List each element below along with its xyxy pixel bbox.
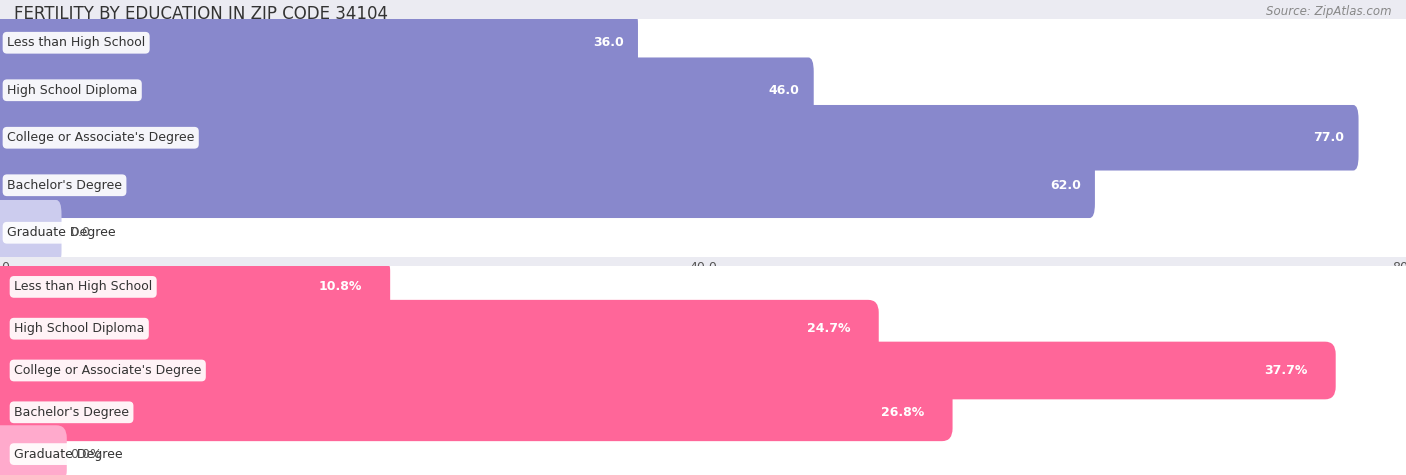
Text: Less than High School: Less than High School — [7, 36, 145, 49]
Text: 36.0: 36.0 — [593, 36, 624, 49]
FancyBboxPatch shape — [0, 300, 1406, 358]
FancyBboxPatch shape — [0, 300, 879, 358]
Text: College or Associate's Degree: College or Associate's Degree — [14, 364, 201, 377]
Text: 26.8%: 26.8% — [882, 406, 925, 419]
FancyBboxPatch shape — [0, 200, 1406, 266]
Text: Graduate Degree: Graduate Degree — [14, 447, 122, 461]
Text: Graduate Degree: Graduate Degree — [7, 226, 115, 239]
Text: 24.7%: 24.7% — [807, 322, 851, 335]
Text: College or Associate's Degree: College or Associate's Degree — [7, 131, 194, 144]
FancyBboxPatch shape — [0, 209, 1406, 256]
Text: 0.0%: 0.0% — [70, 447, 103, 461]
FancyBboxPatch shape — [0, 10, 638, 76]
Text: FERTILITY BY EDUCATION IN ZIP CODE 34104: FERTILITY BY EDUCATION IN ZIP CODE 34104 — [14, 5, 388, 23]
FancyBboxPatch shape — [0, 433, 1406, 475]
FancyBboxPatch shape — [0, 105, 1406, 171]
FancyBboxPatch shape — [0, 152, 1095, 218]
FancyBboxPatch shape — [0, 152, 1406, 218]
Text: Source: ZipAtlas.com: Source: ZipAtlas.com — [1267, 5, 1392, 18]
Text: High School Diploma: High School Diploma — [14, 322, 145, 335]
FancyBboxPatch shape — [0, 57, 814, 123]
Text: Bachelor's Degree: Bachelor's Degree — [14, 406, 129, 419]
FancyBboxPatch shape — [0, 114, 1406, 162]
FancyBboxPatch shape — [0, 162, 1406, 209]
FancyBboxPatch shape — [0, 266, 1406, 308]
FancyBboxPatch shape — [0, 10, 1406, 76]
FancyBboxPatch shape — [0, 19, 1406, 66]
Text: 10.8%: 10.8% — [319, 280, 363, 294]
FancyBboxPatch shape — [0, 57, 1406, 123]
FancyBboxPatch shape — [0, 383, 1406, 441]
Text: 0.0: 0.0 — [70, 226, 90, 239]
Text: Less than High School: Less than High School — [14, 280, 152, 294]
FancyBboxPatch shape — [0, 105, 1358, 171]
FancyBboxPatch shape — [0, 258, 389, 316]
FancyBboxPatch shape — [0, 308, 1406, 350]
FancyBboxPatch shape — [0, 391, 1406, 433]
Text: High School Diploma: High School Diploma — [7, 84, 138, 97]
Text: 62.0: 62.0 — [1050, 179, 1081, 192]
FancyBboxPatch shape — [0, 383, 953, 441]
FancyBboxPatch shape — [0, 425, 1406, 475]
FancyBboxPatch shape — [0, 342, 1336, 399]
FancyBboxPatch shape — [0, 200, 62, 266]
FancyBboxPatch shape — [0, 425, 67, 475]
Text: 37.7%: 37.7% — [1264, 364, 1308, 377]
Text: 46.0: 46.0 — [769, 84, 800, 97]
FancyBboxPatch shape — [0, 342, 1406, 399]
FancyBboxPatch shape — [0, 258, 1406, 316]
Text: Bachelor's Degree: Bachelor's Degree — [7, 179, 122, 192]
Text: 77.0: 77.0 — [1313, 131, 1344, 144]
FancyBboxPatch shape — [0, 66, 1406, 114]
FancyBboxPatch shape — [0, 350, 1406, 391]
